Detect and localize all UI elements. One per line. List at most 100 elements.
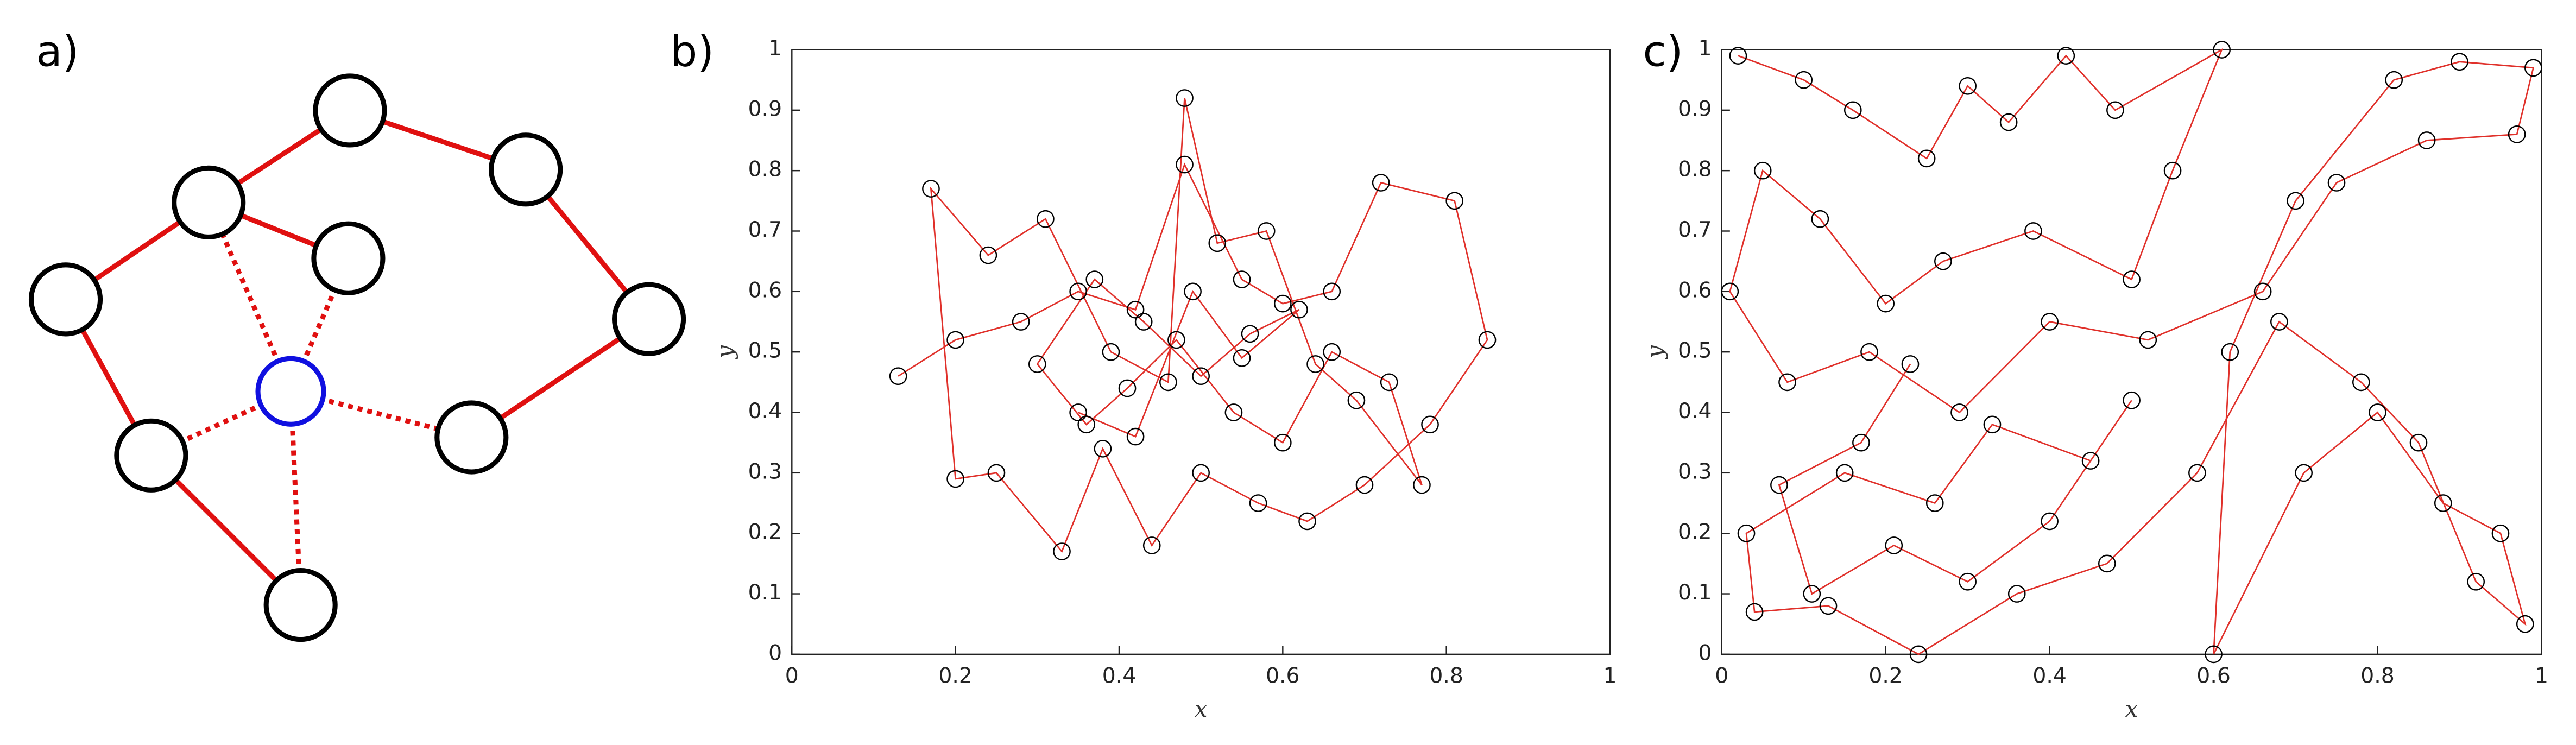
node-marker <box>1069 282 1087 301</box>
node-marker <box>1176 155 1194 174</box>
node-marker <box>922 180 940 198</box>
node-marker <box>2287 192 2304 210</box>
panel-a: a) <box>28 27 686 642</box>
node-marker <box>2409 433 2428 452</box>
node-marker <box>1877 294 1895 313</box>
node-marker <box>1934 252 1952 270</box>
node-marker <box>1233 270 1251 288</box>
node-marker <box>1273 433 1292 452</box>
node-marker <box>1257 222 1276 240</box>
node-marker <box>2024 222 2042 240</box>
node-marker <box>2123 391 2141 409</box>
panel-label: b) <box>670 27 714 77</box>
node-marker <box>1323 343 1341 361</box>
node-marker <box>2524 59 2542 77</box>
node-marker <box>1795 71 1813 89</box>
y-tick-label: 0.4 <box>748 399 782 424</box>
node-marker <box>1118 379 1137 397</box>
node-marker <box>1917 149 1936 168</box>
y-tick-label: 0.4 <box>1678 399 1712 424</box>
node-marker <box>2327 174 2346 192</box>
node-marker <box>2188 464 2206 482</box>
node-marker <box>2385 71 2403 89</box>
node-marker <box>2213 41 2231 59</box>
node-marker <box>2163 161 2182 180</box>
panel-label: c) <box>1643 27 1683 77</box>
x-tick-label: 0.4 <box>2032 664 2067 689</box>
node-marker <box>1983 415 2002 434</box>
node-marker <box>2270 313 2288 331</box>
node-marker <box>1077 415 1096 434</box>
node-marker <box>1273 294 1292 313</box>
node-marker <box>2434 494 2452 512</box>
y-tick-label: 0 <box>1699 640 1712 665</box>
node-marker <box>1290 300 1308 319</box>
node-marker <box>1843 101 1862 119</box>
panel: b) 0 0.2 0.4 0.6 0.8 1 0 0.1 0.2 0.3 0.4 0.5 0.6 0.7 0.… <box>670 27 1617 722</box>
node-marker <box>1306 355 1324 373</box>
node-marker <box>1208 234 1227 252</box>
y-tick-label: 0 <box>768 640 782 665</box>
node-marker <box>2451 53 2468 71</box>
node-marker <box>1959 572 1977 591</box>
node-marker <box>1770 476 1788 494</box>
node-marker <box>1753 161 1772 180</box>
y-tick-label: 0.9 <box>1678 96 1712 121</box>
node-marker <box>1737 524 1756 542</box>
nodes <box>28 73 686 642</box>
x-tick-label: 0.2 <box>1868 664 1903 689</box>
y-tick-label: 0.1 <box>748 580 782 605</box>
y-tick-label: 0.9 <box>748 96 782 121</box>
node-marker <box>987 464 1006 482</box>
node-marker <box>2123 270 2141 288</box>
node-marker <box>946 470 964 488</box>
node-marker <box>1445 192 1464 210</box>
y-tick-label: 0.8 <box>748 157 782 182</box>
solid-edges <box>64 108 651 607</box>
x-tick-label: 1 <box>2535 664 2548 689</box>
x-tick-label: 0.6 <box>2196 664 2231 689</box>
network-edges <box>898 98 1488 553</box>
y-tick-label: 1 <box>1699 36 1712 61</box>
node-marker <box>1778 373 1796 392</box>
node-marker <box>1380 373 1398 392</box>
x-tick-label: 0.2 <box>938 664 973 689</box>
node-marker <box>2295 464 2313 482</box>
y-tick-label: 0.8 <box>1678 157 1712 182</box>
node-marker <box>2467 572 2485 591</box>
y-tick-label: 0.6 <box>748 277 782 302</box>
y-tick-label: 0.5 <box>1678 338 1712 363</box>
node-marker <box>1249 494 1267 512</box>
node-marker <box>2041 313 2059 331</box>
node-marker <box>1224 403 1243 421</box>
x-tick-label: 0 <box>785 664 799 689</box>
y-tick-label: 0.2 <box>1678 520 1712 545</box>
node-marker <box>1413 476 1431 494</box>
node-marker <box>1028 355 1046 373</box>
x-tick-label: 0.4 <box>1102 664 1137 689</box>
node-marker <box>1909 645 1928 664</box>
node-marker <box>1012 313 1030 331</box>
y-tick-label: 0.7 <box>748 217 782 242</box>
node-marker <box>2106 101 2124 119</box>
node-marker <box>2221 343 2239 361</box>
node-marker <box>1142 536 1161 554</box>
node-marker <box>1184 282 1202 301</box>
node-marker <box>2041 512 2059 531</box>
y-tick-label: 0.3 <box>748 459 782 484</box>
panel: c) 0 0.2 0.4 0.6 0.8 1 0 0.1 0.2 0.3 0.4 0.5 0.6 0.7 0.… <box>1641 27 2548 722</box>
node-marker <box>1901 355 1920 373</box>
node-marker <box>1176 89 1194 107</box>
node-marker <box>979 246 997 264</box>
node-marker <box>2516 615 2534 633</box>
node-marker <box>1159 373 1177 392</box>
y-tick-label: 0.3 <box>1678 459 1712 484</box>
node-marker <box>1126 300 1145 319</box>
node-marker <box>2508 125 2526 143</box>
node-marker <box>1860 343 1878 361</box>
node-marker <box>1950 403 1968 421</box>
node-marker <box>1421 415 1439 434</box>
y-tick-label: 0.6 <box>1678 277 1712 302</box>
node-marker <box>1721 282 1739 301</box>
